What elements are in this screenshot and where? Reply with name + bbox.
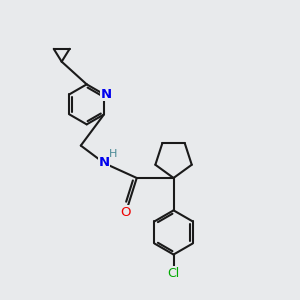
Text: N: N [99, 156, 110, 169]
Text: H: H [109, 149, 117, 159]
Text: O: O [120, 206, 131, 219]
Text: Cl: Cl [167, 267, 180, 280]
Text: N: N [101, 88, 112, 101]
